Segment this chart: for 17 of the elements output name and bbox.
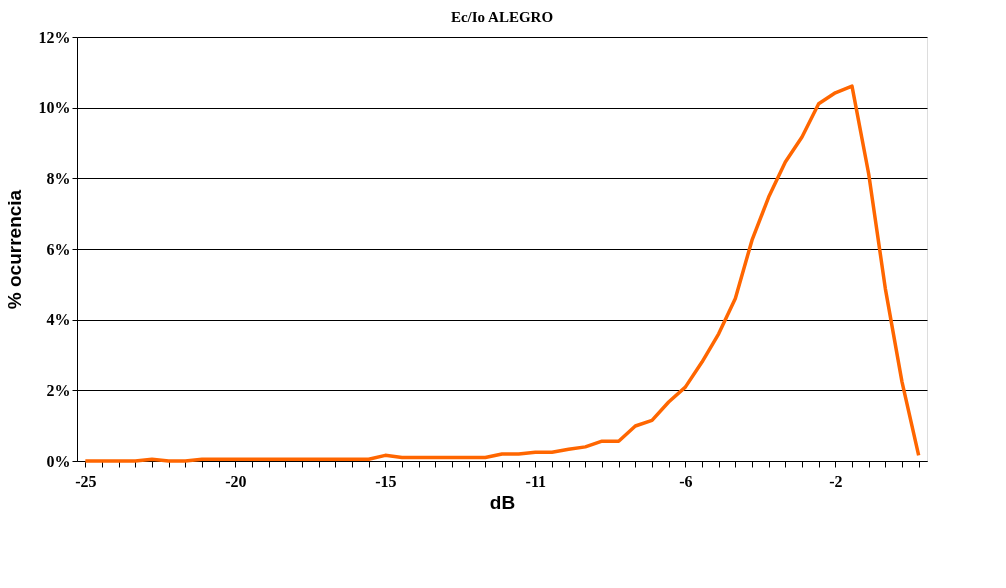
- x-tick-label: -6: [679, 472, 693, 490]
- line-series: [83, 84, 921, 463]
- y-tick-label: 6%: [46, 240, 71, 258]
- y-tick-label: 10%: [38, 99, 71, 117]
- x-tick-label: -2: [829, 472, 843, 490]
- y-tick-label: 2%: [46, 381, 71, 399]
- x-tick-label: -25: [75, 472, 97, 490]
- y-tick-label: 4%: [46, 311, 71, 329]
- x-tick-label: -20: [225, 472, 247, 490]
- x-tick-label: -15: [375, 472, 397, 490]
- x-tick-label: -11: [525, 472, 547, 490]
- y-tick-label: 12%: [38, 28, 71, 46]
- y-tick-label: 0%: [46, 452, 71, 470]
- chart-title: Ec/Io ALEGRO: [450, 9, 554, 25]
- y-axis-title: % ocurrencia: [3, 189, 25, 310]
- y-tick-label: 8%: [46, 169, 71, 187]
- x-axis-title: dB: [489, 491, 516, 513]
